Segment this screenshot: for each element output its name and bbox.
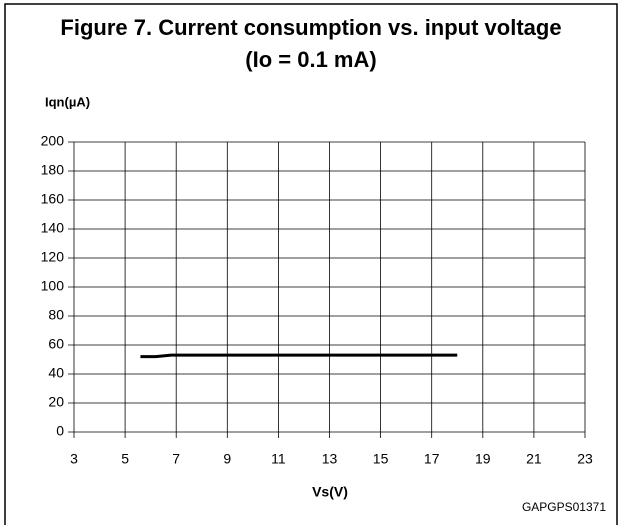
figure-code: GAPGPS01371: [522, 500, 606, 514]
x-tick-label: 19: [475, 451, 491, 467]
x-axis-label: Vs(V): [312, 484, 348, 500]
chart-title: Figure 7. Current consumption vs. input …: [60, 15, 561, 40]
x-tick-label: 17: [424, 451, 440, 467]
x-tick-label: 21: [526, 451, 542, 467]
x-tick-label: 15: [373, 451, 389, 467]
x-tick-label: 11: [271, 451, 286, 467]
y-tick-label: 0: [56, 423, 64, 439]
y-tick-label: 140: [41, 220, 65, 236]
y-tick-label: 40: [48, 365, 64, 381]
y-tick-label: 120: [41, 249, 65, 265]
y-tick-label: 80: [48, 307, 64, 323]
x-tick-label: 3: [70, 451, 78, 467]
frame: [4, 3, 618, 525]
y-tick-label: 180: [41, 162, 65, 178]
y-tick-label: 20: [48, 394, 64, 410]
y-tick-label: 100: [41, 278, 65, 294]
x-tick-label: 23: [577, 451, 593, 467]
x-tick-label: 5: [121, 451, 129, 467]
y-tick-label: 160: [41, 191, 65, 207]
x-tick-label: 9: [223, 451, 231, 467]
y-axis-label: Iqn(µA): [45, 94, 90, 109]
data-line: [140, 353, 458, 359]
y-tick-label: 200: [41, 133, 65, 149]
chart-subtitle: (Io = 0.1 mA): [245, 47, 376, 72]
y-tick-label: 60: [48, 336, 64, 352]
x-tick-label: 7: [172, 451, 180, 467]
x-tick-label: 13: [322, 451, 338, 467]
